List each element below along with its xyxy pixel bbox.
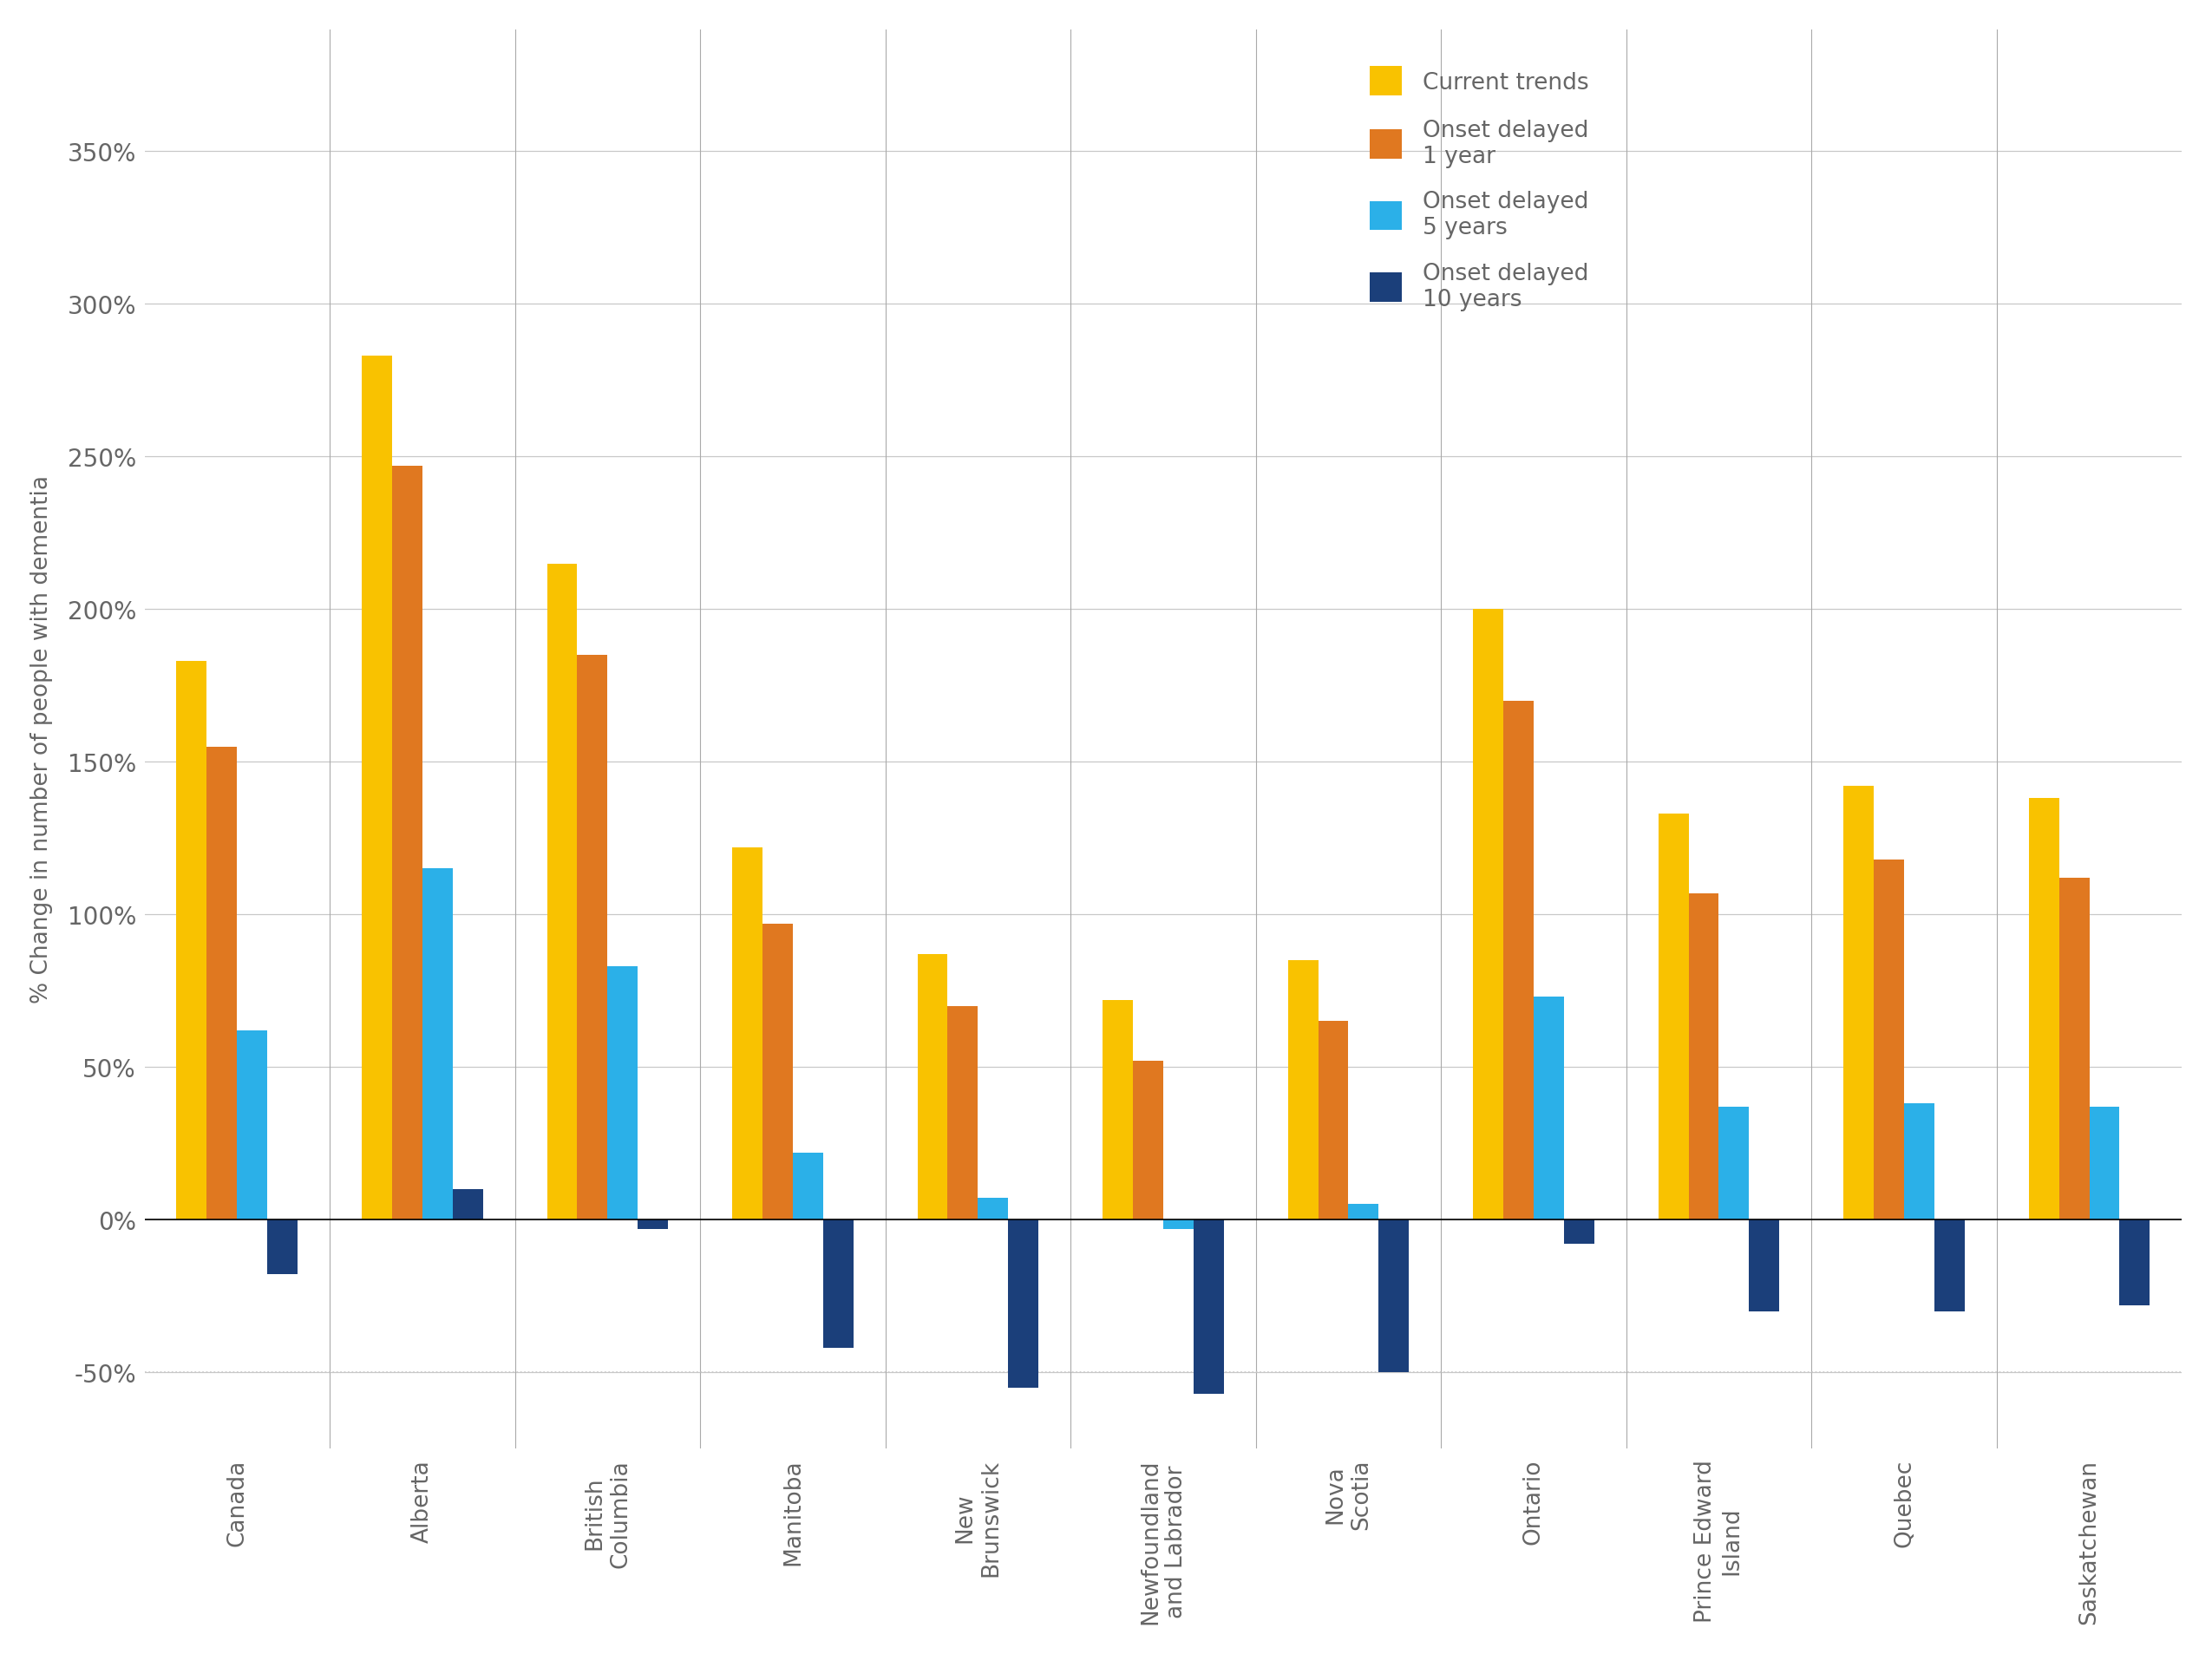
Bar: [1194, 1219, 1223, 1394]
Bar: [1843, 787, 1874, 1219]
Bar: [1133, 1062, 1164, 1219]
Bar: [392, 466, 422, 1219]
Bar: [1659, 814, 1688, 1219]
Bar: [1564, 1219, 1595, 1244]
Bar: [732, 847, 763, 1219]
Bar: [637, 1219, 668, 1229]
Bar: [268, 1219, 299, 1275]
Bar: [208, 748, 237, 1219]
Bar: [792, 1153, 823, 1219]
Bar: [978, 1199, 1009, 1219]
Bar: [608, 966, 637, 1219]
Bar: [363, 357, 392, 1219]
Bar: [1688, 893, 1719, 1219]
Bar: [947, 1006, 978, 1219]
Bar: [823, 1219, 854, 1348]
Bar: [1905, 1103, 1933, 1219]
Bar: [2119, 1219, 2150, 1305]
Bar: [1533, 997, 1564, 1219]
Bar: [1318, 1022, 1349, 1219]
Bar: [577, 655, 608, 1219]
Bar: [1287, 961, 1318, 1219]
Bar: [2028, 799, 2059, 1219]
Bar: [1750, 1219, 1778, 1312]
Bar: [2059, 878, 2090, 1219]
Bar: [237, 1030, 268, 1219]
Bar: [1933, 1219, 1964, 1312]
Y-axis label: % Change in number of people with dementia: % Change in number of people with dement…: [31, 475, 53, 1004]
Bar: [453, 1189, 482, 1219]
Bar: [1504, 701, 1533, 1219]
Bar: [546, 564, 577, 1219]
Bar: [1378, 1219, 1409, 1373]
Bar: [422, 868, 453, 1219]
Legend: Current trends, Onset delayed
1 year, Onset delayed
5 years, Onset delayed
10 ye: Current trends, Onset delayed 1 year, On…: [1358, 56, 1599, 323]
Bar: [918, 954, 947, 1219]
Bar: [1473, 610, 1504, 1219]
Bar: [1874, 860, 1905, 1219]
Bar: [1164, 1219, 1194, 1229]
Bar: [1102, 1001, 1133, 1219]
Bar: [1009, 1219, 1040, 1388]
Bar: [763, 925, 792, 1219]
Bar: [2090, 1107, 2119, 1219]
Bar: [1349, 1204, 1378, 1219]
Bar: [1719, 1107, 1750, 1219]
Bar: [177, 662, 208, 1219]
